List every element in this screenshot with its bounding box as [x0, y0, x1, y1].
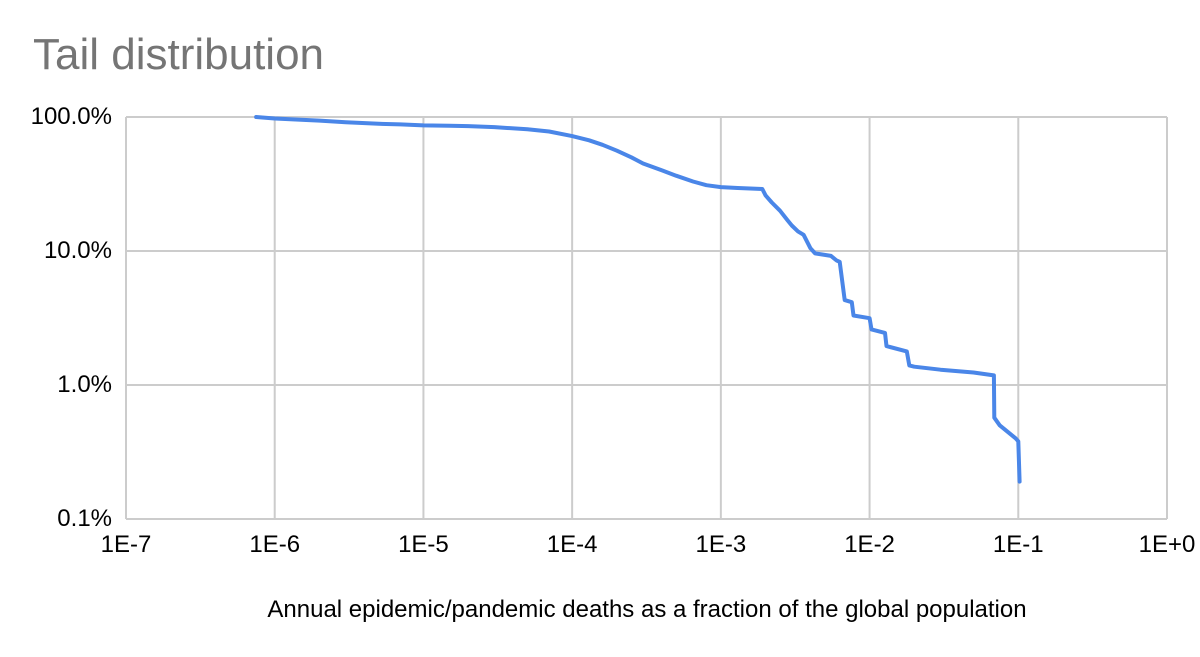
- x-tick-label: 1E-1: [992, 531, 1044, 558]
- y-tick-label: 100.0%: [30, 103, 112, 130]
- gridlines: [125, 116, 1168, 520]
- y-tick-label: 0.1%: [57, 505, 112, 532]
- series-lines: [254, 115, 1022, 484]
- chart-title: Tail distribution: [33, 30, 325, 79]
- x-axis-title: Annual epidemic/pandemic deaths as a fra…: [267, 596, 1027, 623]
- x-tick-label: 1E-2: [844, 531, 895, 558]
- x-tick-label: 1E-6: [249, 531, 301, 558]
- y-tick-label: 10.0%: [43, 237, 112, 264]
- x-tick-label: 1E-4: [546, 531, 598, 558]
- y-tick-label: 1.0%: [57, 371, 112, 398]
- x-tick-label: 1E-3: [695, 531, 747, 558]
- x-tick-label: 1E-7: [100, 531, 152, 558]
- x-tick-label: 1E+0: [1138, 531, 1196, 558]
- tail-distribution-line: [254, 115, 1022, 484]
- x-tick-label: 1E-5: [398, 531, 449, 558]
